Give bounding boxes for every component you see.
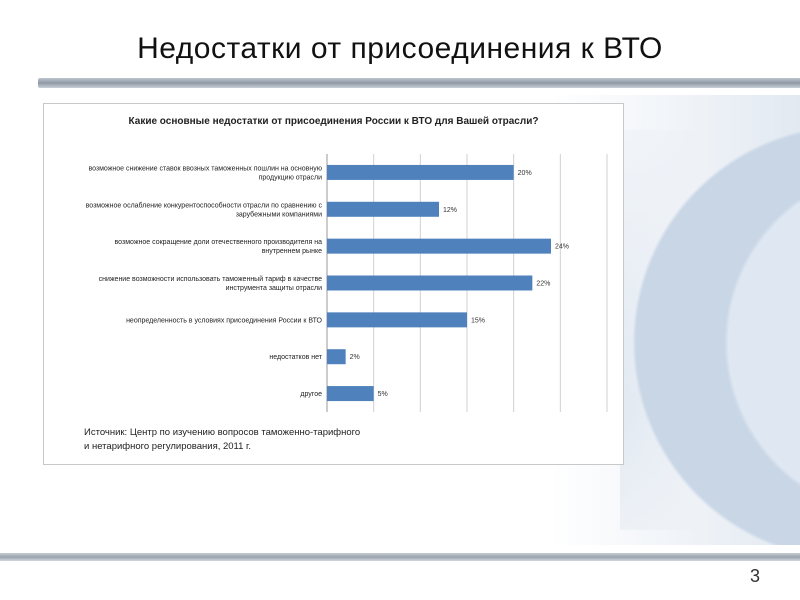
data-label: 24%	[555, 244, 569, 251]
category-label: неопределенность в условиях присоединени…	[126, 317, 322, 324]
chart-title: Какие основные недостатки от присоединен…	[128, 116, 539, 127]
category-label: возможное сокращение доли отечественного…	[115, 239, 323, 246]
data-label: 2%	[350, 354, 360, 361]
page-number: 3	[749, 566, 760, 586]
slide-title: Недостатки от присоединения к ВТО	[137, 32, 663, 65]
category-label: недостатков нет	[269, 354, 322, 361]
bar	[327, 238, 551, 254]
category-label: внутреннем рынке	[262, 248, 322, 255]
category-label: снижение возможности использовать таможе…	[99, 275, 323, 283]
chart-container: Какие основные недостатки от присоединен…	[43, 103, 624, 465]
bar	[327, 275, 533, 291]
data-label: 20%	[518, 170, 532, 177]
top-divider	[38, 78, 800, 88]
data-label: 5%	[378, 391, 388, 398]
source-line-2: и нетарифного регулирования, 2011 г.	[84, 441, 252, 452]
bar-chart: 20% возможное снижение ставок ввозных там…	[86, 154, 608, 412]
data-label: 22%	[536, 281, 550, 288]
data-label: 12%	[443, 207, 457, 214]
bar	[327, 349, 346, 365]
category-label: возможное снижение ставок ввозных таможе…	[88, 165, 322, 172]
category-label: другое	[300, 391, 322, 398]
bar	[327, 386, 374, 402]
category-label: инструмента защиты отрасли	[226, 285, 323, 292]
bottom-divider	[0, 553, 800, 561]
category-label: продукцию отрасли	[259, 174, 323, 181]
data-label: 15%	[471, 317, 485, 324]
category-label: возможное ослабление конкурентоспособнос…	[86, 201, 323, 209]
source-line-1: Источник: Центр по изучению вопросов там…	[84, 427, 361, 438]
bar	[327, 312, 467, 328]
bar	[327, 164, 514, 180]
category-label: зарубежными компаниями	[236, 210, 322, 218]
bar	[327, 201, 439, 217]
chart-source: Источник: Центр по изучению вопросов там…	[84, 426, 360, 454]
